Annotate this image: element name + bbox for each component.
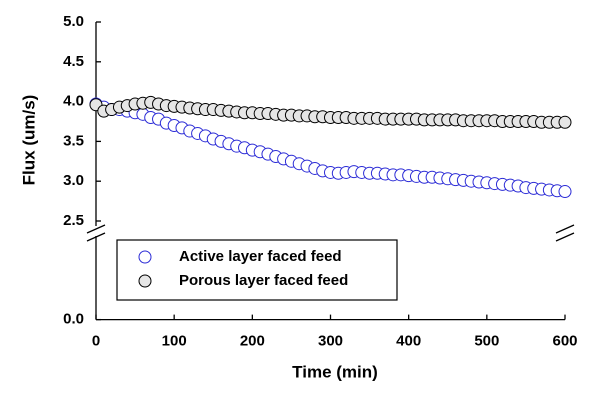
- x-axis-label: Time (min): [292, 362, 378, 381]
- axis-break: [86, 232, 106, 242]
- x-tick-label: 400: [396, 333, 421, 350]
- y-axis-label: Flux (um/s): [19, 95, 38, 186]
- legend: Active layer faced feed Porous layer face…: [116, 239, 398, 301]
- y-tick-label: 4.5: [63, 53, 84, 70]
- y-tick-label: 3.5: [63, 132, 84, 149]
- x-tick-label: 200: [240, 333, 265, 350]
- y-tick-label: 2.5: [63, 212, 84, 229]
- point: [558, 185, 572, 199]
- point: [558, 115, 572, 129]
- y-tick-label: 3.0: [63, 172, 84, 189]
- x-tick-label: 500: [474, 333, 499, 350]
- x-tick-label: 100: [162, 333, 187, 350]
- axis-break: [555, 232, 575, 242]
- y-tick-label: 0.0: [63, 311, 84, 328]
- legend-marker: [138, 250, 152, 264]
- axis-break: [86, 224, 106, 234]
- x-tick-label: 0: [92, 333, 100, 350]
- legend-marker: [138, 274, 152, 288]
- x-tick-label: 600: [552, 333, 577, 350]
- legend-box: [116, 239, 398, 301]
- legend-label: Active layer faced feed: [179, 248, 342, 265]
- axis-break: [555, 224, 575, 234]
- y-tick-label: 4.0: [63, 93, 84, 110]
- x-tick-label: 300: [318, 333, 343, 350]
- legend-label: Porous layer faced feed: [179, 272, 348, 289]
- y-tick-label: 5.0: [63, 13, 84, 30]
